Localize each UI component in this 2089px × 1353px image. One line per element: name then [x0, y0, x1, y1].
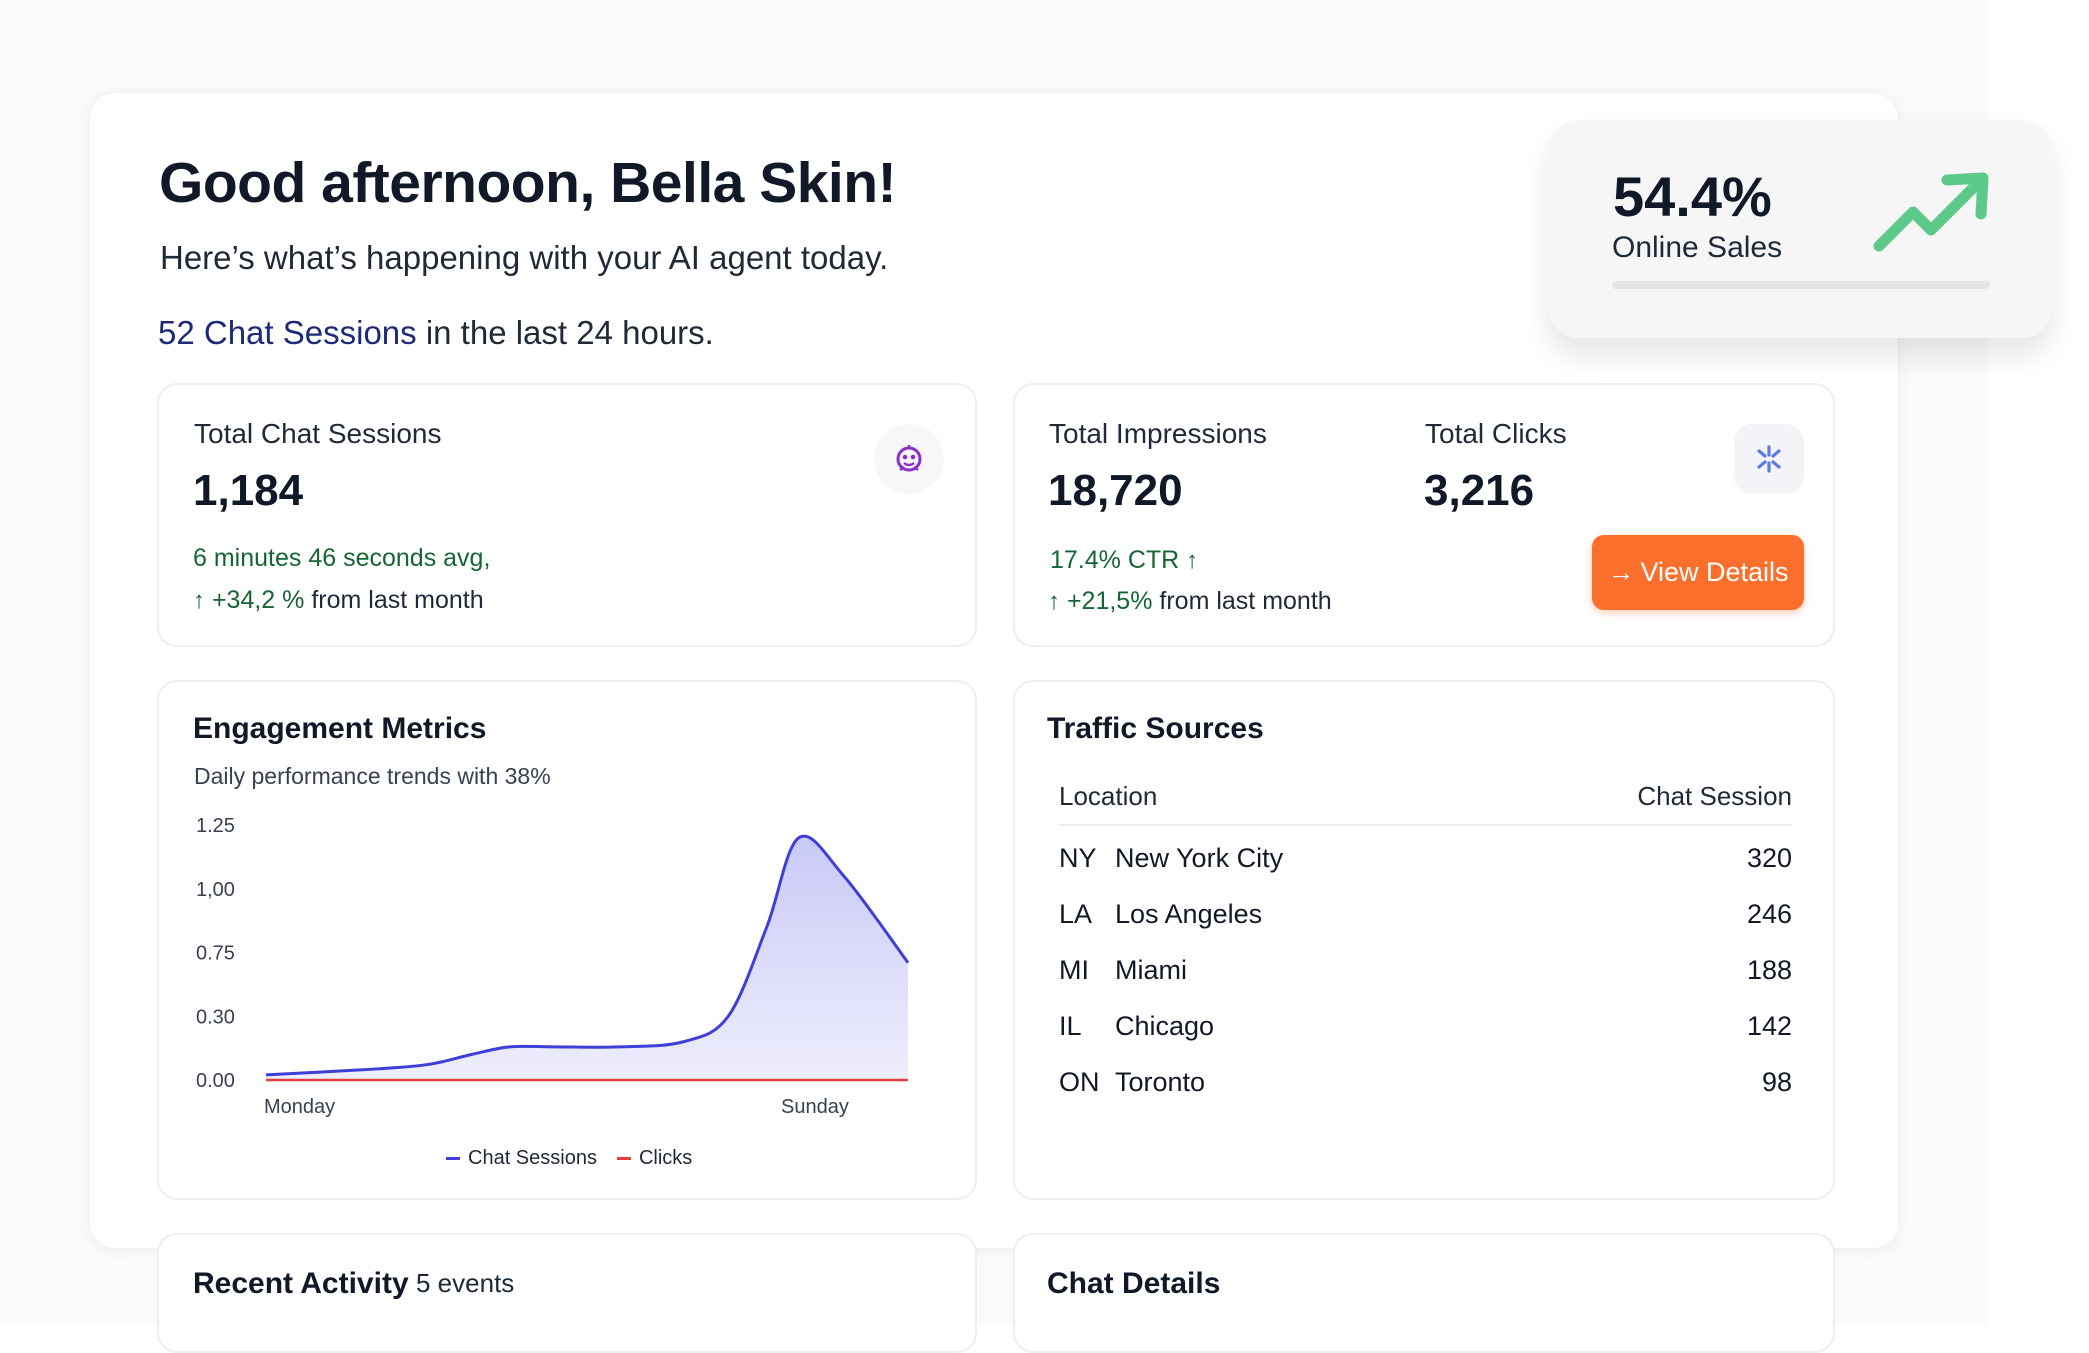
sessions-summary-rest: in the last 24 hours.	[416, 314, 714, 351]
online-sales-label: Online Sales	[1612, 231, 1783, 264]
location-code: NY	[1059, 843, 1097, 873]
engagement-chart: 1.25 1,00 0.75 0.30 0.00 Monday Sunday	[196, 815, 910, 1118]
y-tick-label: 0.00	[196, 1070, 235, 1092]
stat-change-chat-sessions: ↑ +34,2 % from last month	[193, 583, 484, 618]
y-tick-label: 1.25	[196, 815, 235, 837]
column-header-location: Location	[1059, 781, 1158, 811]
view-details-button[interactable]: → View Details	[1592, 535, 1804, 610]
stat-label-clicks: Total Clicks	[1425, 418, 1567, 449]
chat-session-count: 188	[1746, 955, 1792, 985]
online-sales-card: 54.4% Online Sales	[1549, 120, 2052, 338]
recent-activity-title: Recent Activity	[193, 1267, 409, 1300]
location-code: IL	[1059, 1011, 1082, 1041]
sessions-highlight: 52 Chat Sessions	[158, 314, 417, 351]
location-code: MI	[1059, 955, 1089, 985]
y-tick-label: 0.30	[196, 1006, 235, 1028]
x-tick-label: Sunday	[781, 1096, 849, 1118]
legend-clicks: Clicks	[616, 1147, 693, 1170]
table-row[interactable]: NY New York City 320	[1059, 840, 1792, 896]
stat-label-chat-sessions: Total Chat Sessions	[194, 418, 442, 449]
engagement-title: Engagement Metrics	[193, 712, 487, 745]
stat-value-chat-sessions: 1,184	[193, 466, 304, 515]
stat-change-impressions: ↑ +21,5% from last month	[1048, 584, 1332, 619]
stat-card-chat-sessions	[157, 383, 977, 647]
page-subtitle: Here’s what’s happening with your AI age…	[160, 239, 889, 276]
legend-label: Clicks	[638, 1147, 693, 1169]
arrow-up-icon: ↑	[193, 587, 205, 614]
traffic-title: Traffic Sources	[1047, 712, 1264, 745]
table-row[interactable]: ON Toronto 98	[1059, 1064, 1792, 1120]
chat-session-count: 246	[1746, 899, 1792, 929]
bot-icon	[874, 424, 944, 494]
chat-session-count: 320	[1746, 843, 1792, 873]
location-city: New York City	[1115, 843, 1284, 873]
location-city: Toronto	[1115, 1067, 1206, 1097]
chat-session-count: 142	[1746, 1011, 1792, 1041]
legend-chat-sessions: Chat Sessions	[446, 1147, 597, 1170]
table-row[interactable]: LA Los Angeles 246	[1059, 896, 1792, 952]
sparkle-icon	[1734, 424, 1804, 494]
stat-value-clicks: 3,216	[1424, 466, 1535, 515]
location-city: Los Angeles	[1115, 899, 1263, 929]
arrow-up-icon: ↑	[1186, 547, 1199, 574]
location-city: Chicago	[1115, 1011, 1215, 1041]
table-row[interactable]: IL Chicago 142	[1059, 1008, 1792, 1064]
online-sales-progress-fill	[1612, 281, 1990, 289]
stat-value-impressions: 18,720	[1048, 466, 1183, 515]
online-sales-value: 54.4%	[1613, 165, 1772, 228]
recent-activity-count: 5 events	[416, 1268, 515, 1298]
arrow-up-icon: ↑	[1048, 588, 1060, 615]
table-row[interactable]: MI Miami 188	[1059, 952, 1792, 1008]
traffic-table-header: Location Chat Session	[1059, 778, 1792, 826]
chat-sessions-area	[266, 836, 908, 1080]
stat-change-suffix: from last month	[1152, 587, 1332, 615]
stat-ctr: 17.4% CTR ↑	[1050, 543, 1198, 578]
stat-ctr-value: 17.4% CTR	[1050, 546, 1180, 574]
y-tick-label: 0.75	[196, 943, 235, 965]
online-sales-progress	[1612, 281, 1990, 289]
location-code: LA	[1059, 899, 1093, 929]
page-title: Good afternoon, Bella Skin!	[159, 151, 897, 215]
location-city: Miami	[1115, 955, 1187, 985]
chart-legend: Chat Sessions Clicks	[446, 1147, 692, 1170]
column-header-chat-session: Chat Session	[1637, 781, 1792, 811]
stat-change-value: +34,2 %	[211, 586, 305, 614]
chat-details-title: Chat Details	[1047, 1267, 1221, 1300]
location-code: ON	[1059, 1067, 1100, 1097]
chat-session-count: 98	[1761, 1067, 1792, 1097]
arrow-right-icon: →	[1607, 557, 1635, 587]
sessions-summary: 52 Chat Sessions in the last 24 hours.	[158, 311, 714, 355]
legend-label: Chat Sessions	[468, 1147, 597, 1169]
x-tick-label: Monday	[264, 1096, 335, 1118]
chat-sessions-line	[265, 834, 910, 1077]
stat-avg-duration: 6 minutes 46 seconds avg,	[193, 544, 491, 572]
stat-change-suffix: from last month	[304, 586, 484, 614]
trend-up-icon	[1869, 172, 1993, 261]
stat-change-value: +21,5%	[1066, 587, 1153, 615]
y-tick-label: 1,00	[196, 879, 235, 901]
stat-label-impressions: Total Impressions	[1049, 418, 1267, 449]
traffic-sources-card	[1013, 680, 1835, 1200]
engagement-subtitle: Daily performance trends with 38%	[194, 763, 551, 789]
view-details-label: View Details	[1640, 557, 1789, 587]
